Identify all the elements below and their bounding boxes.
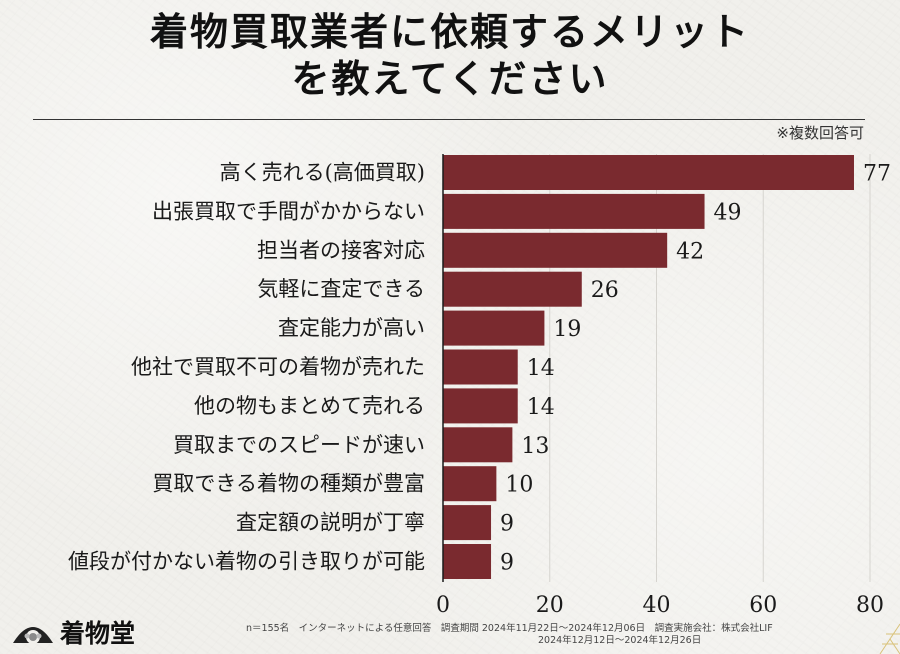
bar bbox=[443, 155, 854, 190]
category-label: 気軽に査定できる bbox=[257, 277, 425, 301]
category-label: 高く売れる(高価買取) bbox=[220, 161, 425, 185]
bar bbox=[443, 232, 668, 268]
survey-footer: n＝155名 インターネットによる任意回答 調査期間 2024年11月22日～2… bbox=[246, 623, 773, 647]
value-label: 49 bbox=[714, 200, 742, 225]
category-label: 査定能力が高い bbox=[278, 316, 425, 340]
category-label: 担当者の接客対応 bbox=[257, 238, 425, 262]
category-label: 他社で買取不可の着物が売れた bbox=[131, 355, 425, 379]
category-label: 他の物もまとめて売れる bbox=[194, 394, 425, 418]
bar bbox=[443, 310, 545, 346]
category-label: 値段が付かない着物の引き取りが可能 bbox=[68, 550, 425, 574]
value-label: 42 bbox=[676, 239, 704, 264]
value-label: 26 bbox=[591, 278, 619, 303]
x-tick-label: 20 bbox=[536, 593, 564, 618]
bar bbox=[443, 388, 518, 424]
bar bbox=[443, 466, 497, 502]
title-divider bbox=[33, 119, 865, 120]
value-label: 9 bbox=[500, 551, 514, 576]
title-line-1: 着物買取業者に依頼するメリット bbox=[149, 9, 750, 54]
value-label: 10 bbox=[505, 473, 533, 498]
category-label: 買取できる着物の種類が豊富 bbox=[152, 472, 425, 496]
survey-info-line1: n＝155名 インターネットによる任意回答 調査期間 2024年11月22日～2… bbox=[246, 623, 773, 634]
bar bbox=[443, 193, 705, 229]
brand-logo: 着物堂 bbox=[10, 614, 135, 650]
multiple-answers-note: ※複数回答可 bbox=[776, 124, 864, 142]
value-label: 13 bbox=[521, 434, 549, 459]
survey-info-line2: 2024年12月12日～2024年12月26日 bbox=[538, 635, 702, 646]
value-label: 14 bbox=[527, 395, 555, 420]
bar bbox=[443, 349, 518, 385]
value-label: 77 bbox=[863, 162, 891, 187]
category-label: 出張買取で手間がかからない bbox=[152, 199, 425, 223]
x-tick-label: 80 bbox=[856, 593, 884, 618]
x-tick-label: 40 bbox=[643, 593, 671, 618]
category-label: 買取までのスピードが速い bbox=[173, 433, 425, 457]
value-label: 14 bbox=[527, 356, 555, 381]
brand-name: 着物堂 bbox=[60, 619, 136, 648]
title-line-2: を教えてください bbox=[291, 56, 609, 101]
category-label: 査定額の説明が丁寧 bbox=[236, 511, 425, 535]
value-label: 9 bbox=[500, 512, 514, 537]
x-tick-label: 60 bbox=[749, 593, 777, 618]
bar bbox=[443, 427, 513, 463]
bar bbox=[443, 505, 492, 541]
bar bbox=[443, 271, 582, 307]
x-tick-label: 0 bbox=[436, 593, 450, 618]
corner-pattern-icon bbox=[879, 623, 900, 654]
fan-icon bbox=[13, 627, 53, 644]
bar bbox=[443, 544, 492, 579]
value-label: 19 bbox=[553, 317, 581, 342]
chart-title: 着物買取業者に依頼するメリット を教えてください bbox=[0, 8, 900, 102]
